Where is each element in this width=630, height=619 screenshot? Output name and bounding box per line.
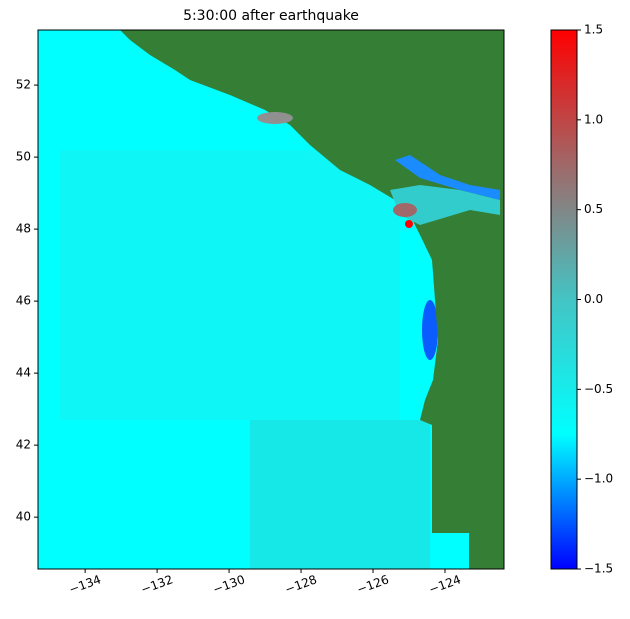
wave [393, 203, 417, 217]
y-tick-label: 46 [16, 294, 31, 308]
ocean-shading [250, 420, 430, 569]
strait [390, 185, 500, 225]
colorbar-tick-label: 1.0 [584, 112, 603, 126]
y-tick-label: 48 [16, 222, 31, 236]
colorbar-tick-label: −0.5 [584, 382, 613, 396]
x-tick-label: −130 [211, 572, 247, 596]
strait [395, 155, 500, 200]
y-tick-label: 40 [16, 510, 31, 524]
colorbar-tick-label: −1.5 [584, 562, 613, 576]
colorbar-tick-label: −1.0 [584, 472, 613, 486]
ocean-shading [60, 150, 400, 420]
wave [422, 300, 438, 360]
colorbar-tick-label: 0.0 [584, 292, 603, 306]
chart-title: 5:30:00 after earthquake [183, 8, 359, 24]
y-tick-label: 52 [16, 78, 31, 92]
plot-frame [37, 29, 505, 570]
wave [257, 112, 293, 124]
x-tick-label: −132 [139, 572, 175, 596]
colorbar-tick-label: 1.5 [584, 23, 603, 37]
colorbar-tick-label: 0.5 [584, 202, 603, 216]
wave [405, 220, 413, 228]
y-tick-label: 50 [16, 150, 31, 164]
y-tick-label: 44 [16, 366, 31, 380]
x-tick-label: −134 [67, 572, 103, 596]
x-tick-label: −126 [355, 572, 391, 596]
x-tick-label: −124 [427, 572, 463, 596]
x-tick-label: −128 [283, 572, 319, 596]
y-tick-label: 42 [16, 438, 31, 452]
colorbar [550, 29, 578, 570]
map [38, 30, 504, 569]
